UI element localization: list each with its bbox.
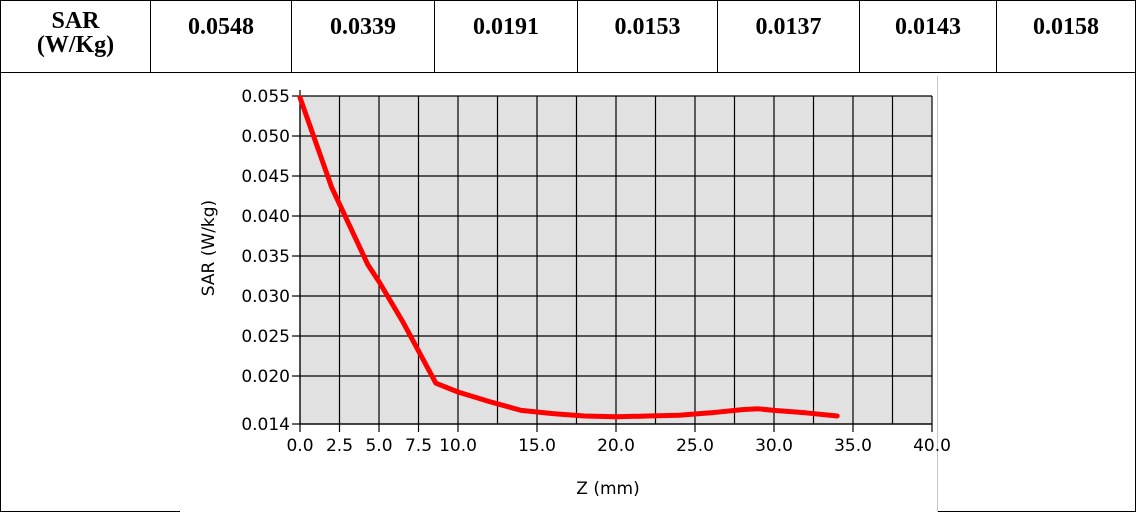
x-axis: 0.0 2.5 5.0 7.5 10.0 15.0 20.0 25.0 30.0 35.0 40.0 [286,423,951,456]
sar-value-cell: 0.0191 [434,0,577,73]
sar-value-cell: 0.0339 [291,0,434,73]
x-tick-label: 35.0 [834,436,872,456]
sar-header-unit: (W/Kg) [36,32,115,58]
y-tick-label: 0.025 [241,327,290,347]
x-tick-label: 5.0 [365,436,392,456]
sar-value-cell: 0.0137 [717,0,859,73]
y-axis: 0.055 0.050 0.045 0.040 0.035 0.030 0.025 0.020… [241,87,301,435]
y-tick-label: 0.040 [241,207,290,227]
y-axis-label: SAR (W/kg) [199,200,219,296]
x-tick-label: 7.5 [405,436,432,456]
y-tick-label: 0.035 [241,247,290,267]
x-axis-label: Z (mm) [576,479,639,499]
y-tick-label: 0.020 [241,367,290,387]
y-tick-label: 0.030 [241,287,290,307]
x-tick-label: 20.0 [597,436,635,456]
sar-header-cell: SAR (W/Kg) [0,0,150,73]
x-tick-label: 40.0 [913,436,951,456]
sar-series-line [297,95,840,420]
y-tick-label: 0.050 [241,127,290,147]
x-tick-label: 25.0 [676,436,714,456]
x-tick-label: 10.0 [439,436,477,456]
y-tick-label: 0.045 [241,167,290,187]
sar-value-cell: 0.0548 [150,0,291,73]
sar-value-cell: 0.0143 [859,0,996,73]
sar-value-cell: 0.0153 [577,0,717,73]
sar-header-label: SAR [51,8,100,34]
sar-value-cell: 0.0158 [996,0,1136,73]
x-tick-label: 2.5 [326,436,353,456]
y-tick-label: 0.055 [241,87,290,107]
x-tick-label: 15.0 [518,436,556,456]
x-tick-label: 0.0 [286,436,313,456]
sar-table-row: SAR (W/Kg) 0.0548 0.0339 0.0191 0.0153 0… [0,0,1136,73]
x-tick-label: 30.0 [755,436,793,456]
y-tick-label: 0.014 [241,415,290,435]
